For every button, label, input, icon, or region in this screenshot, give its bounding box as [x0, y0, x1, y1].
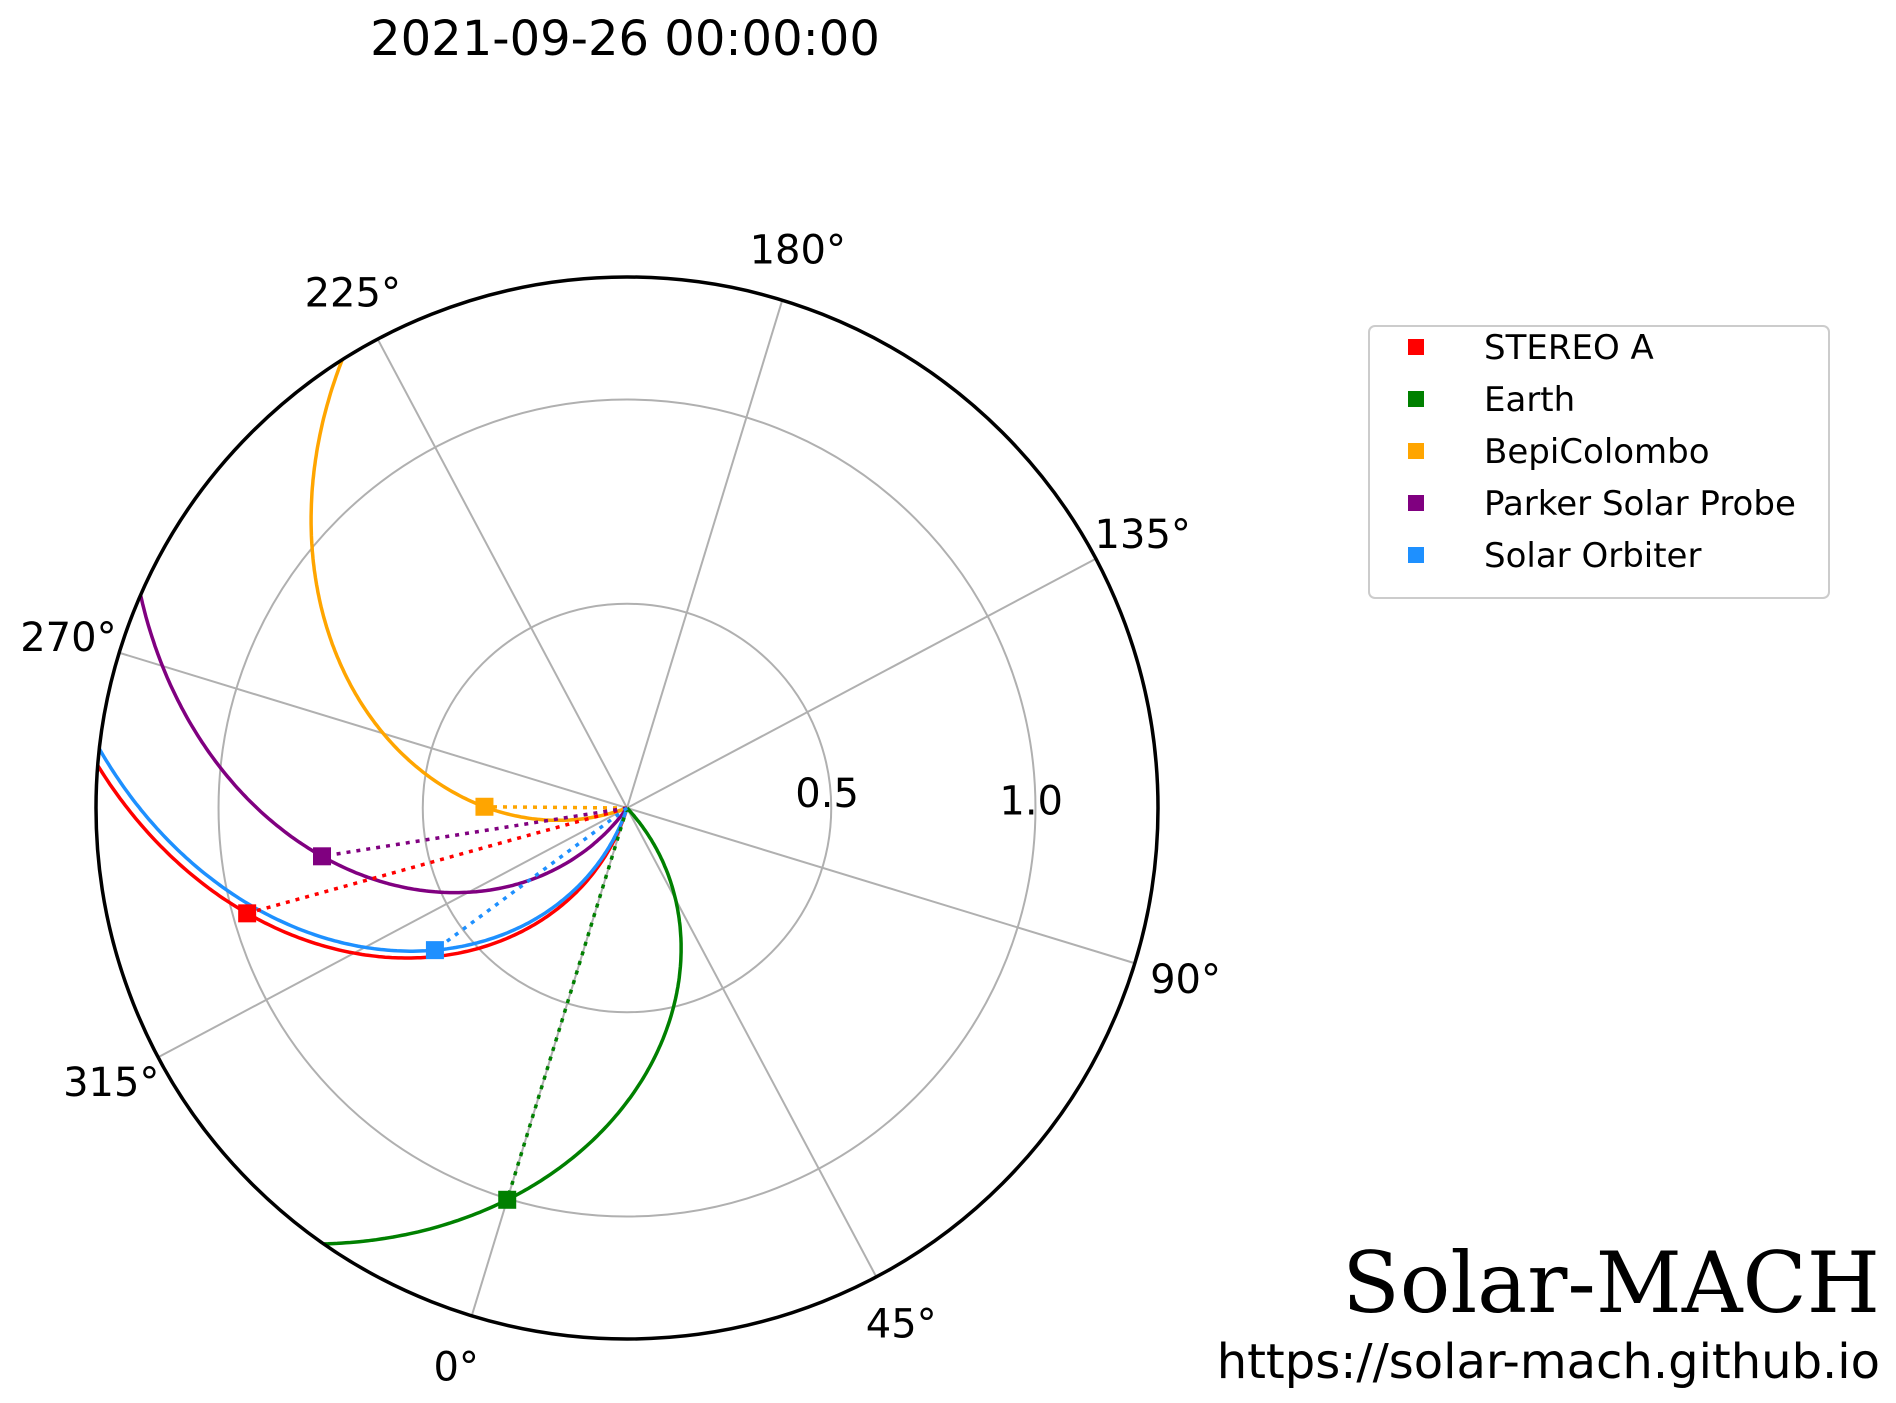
- grid-spoke-3: [626, 557, 1097, 809]
- spiral-lines: [96, 359, 683, 1246]
- polar-frame: [94, 275, 1160, 1341]
- theta-tick-label: 135°: [1095, 512, 1191, 558]
- radial-connector-lines: [246, 805, 629, 1201]
- legend-marker: [1408, 339, 1424, 355]
- legend-marker: [1408, 391, 1424, 407]
- grid-circle-1: [217, 398, 1037, 1218]
- grid-spoke-2: [626, 807, 1136, 965]
- r-tick-label: 1.0: [999, 778, 1063, 824]
- grid-spoke-0: [470, 807, 628, 1317]
- legend-marker: [1408, 443, 1424, 459]
- grid-circle-0: [421, 602, 833, 1014]
- marker-stereo-a: [238, 904, 257, 923]
- r-tick-label: 0.5: [795, 771, 859, 817]
- spacecraft-markers: [238, 797, 517, 1209]
- theta-tick-label: 45°: [866, 1302, 937, 1348]
- theta-tick-label: 225°: [305, 270, 401, 316]
- grid-spoke-1: [626, 807, 878, 1278]
- radial-line-bepicolombo: [484, 805, 628, 810]
- outer-frame: [94, 275, 1160, 1341]
- legend-label: Solar Orbiter: [1484, 536, 1701, 576]
- theta-tick-label: 90°: [1150, 957, 1221, 1003]
- grid-spoke-7: [157, 807, 628, 1059]
- grid-spoke-6: [118, 651, 628, 809]
- spiral-bepicolombo: [309, 359, 628, 823]
- theta-tick-label: 270°: [20, 615, 116, 661]
- legend: STEREO A Earth BepiColombo Parker Solar Pro…: [1368, 325, 1830, 599]
- marker-bepicolombo: [475, 797, 494, 816]
- legend-label: BepiColombo: [1484, 432, 1710, 472]
- legend-label: Parker Solar Probe: [1484, 484, 1796, 524]
- spiral-stereo-a: [96, 764, 629, 960]
- marker-earth: [498, 1190, 517, 1209]
- marker-solar-orbiter: [425, 941, 444, 960]
- theta-tick-label: 315°: [63, 1060, 159, 1106]
- axis-tick-labels: 0° 45° 90° 135° 180° 225° 270° 315° 0.5 1.0: [20, 227, 1221, 1390]
- polar-grid: [118, 299, 1136, 1317]
- legend-box: [1368, 325, 1830, 599]
- chart-title: 2021-09-26 00:00:00: [370, 11, 880, 67]
- legend-marker: [1408, 547, 1424, 563]
- grid-spoke-5: [376, 338, 628, 809]
- spiral-solar-orbiter: [97, 747, 629, 953]
- grid-spoke-4: [626, 299, 784, 809]
- brand-url[interactable]: https://solar-mach.github.io: [1217, 1334, 1880, 1390]
- marker-parker-solar-probe: [313, 847, 332, 866]
- spiral-earth: [323, 806, 683, 1246]
- brand-name: Solar-MACH: [1342, 1234, 1880, 1332]
- theta-tick-label: 0°: [433, 1345, 478, 1391]
- legend-label: Earth: [1484, 380, 1575, 420]
- legend-marker: [1408, 495, 1424, 511]
- radial-line-earth: [505, 807, 629, 1201]
- spiral-parker-solar-probe: [138, 594, 629, 895]
- theta-tick-label: 180°: [750, 227, 846, 273]
- radial-line-parker-solar-probe: [321, 806, 628, 859]
- legend-label: STEREO A: [1484, 328, 1654, 368]
